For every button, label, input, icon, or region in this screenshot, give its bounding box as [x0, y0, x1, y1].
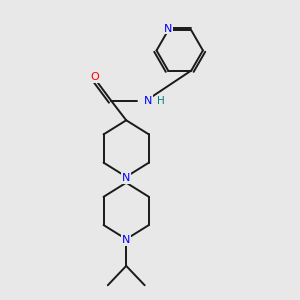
- Text: N: N: [164, 24, 172, 34]
- Text: O: O: [90, 72, 99, 82]
- Text: N: N: [122, 173, 130, 183]
- Text: N: N: [122, 236, 130, 245]
- Text: N: N: [143, 96, 152, 106]
- Text: H: H: [157, 96, 164, 106]
